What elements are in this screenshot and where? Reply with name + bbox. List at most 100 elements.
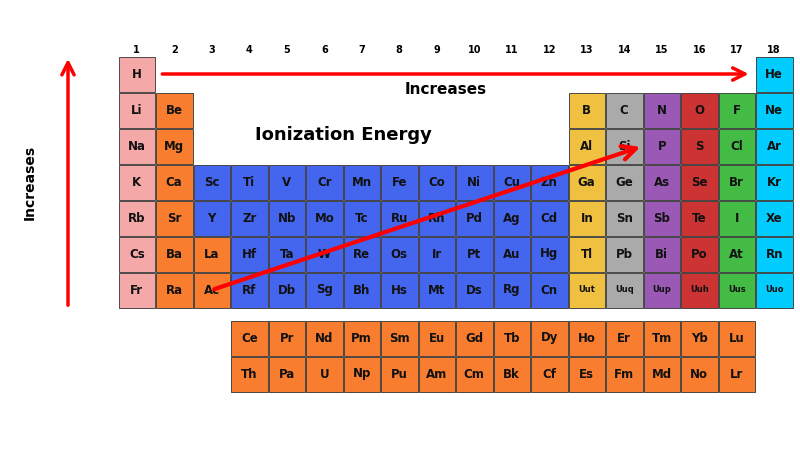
Text: In: In (580, 212, 593, 225)
Text: Pr: Pr (279, 331, 294, 344)
Bar (606, 92, 642, 128)
Bar (718, 321, 755, 356)
Bar (718, 356, 755, 391)
Bar (643, 92, 680, 128)
Text: K: K (132, 176, 142, 189)
Text: Uuh: Uuh (690, 286, 709, 295)
Bar (381, 273, 418, 308)
Text: Si: Si (618, 139, 630, 152)
Bar (756, 164, 793, 199)
Bar (118, 129, 155, 164)
Text: Uut: Uut (578, 286, 595, 295)
Text: Bi: Bi (655, 247, 668, 260)
Text: Cn: Cn (541, 283, 558, 296)
Text: Np: Np (353, 368, 371, 381)
Text: Zn: Zn (541, 176, 558, 189)
Bar (156, 237, 193, 272)
Text: La: La (204, 247, 219, 260)
Bar (494, 321, 530, 356)
Bar (643, 321, 680, 356)
Bar (494, 356, 530, 391)
Text: Be: Be (166, 103, 182, 116)
Bar (381, 237, 418, 272)
Text: B: B (582, 103, 591, 116)
Text: 7: 7 (358, 45, 365, 55)
Bar (606, 237, 642, 272)
Bar (381, 164, 418, 199)
Bar (231, 356, 267, 391)
Bar (418, 237, 455, 272)
Bar (269, 200, 305, 235)
Bar (718, 164, 755, 199)
Text: Md: Md (652, 368, 672, 381)
Text: Rf: Rf (242, 283, 257, 296)
Bar (643, 273, 680, 308)
Text: Nb: Nb (278, 212, 296, 225)
Bar (456, 237, 493, 272)
Bar (718, 129, 755, 164)
Bar (681, 356, 718, 391)
Bar (569, 237, 605, 272)
Bar (418, 356, 455, 391)
Text: Ce: Ce (241, 331, 258, 344)
Text: Bh: Bh (353, 283, 370, 296)
Text: Cr: Cr (317, 176, 331, 189)
Bar (306, 237, 342, 272)
Text: 2: 2 (171, 45, 178, 55)
Text: Ti: Ti (243, 176, 255, 189)
Bar (269, 273, 305, 308)
Bar (194, 237, 230, 272)
Bar (306, 356, 342, 391)
Text: Ag: Ag (503, 212, 521, 225)
Bar (156, 129, 193, 164)
Text: 8: 8 (396, 45, 402, 55)
Text: Ba: Ba (166, 247, 182, 260)
Bar (531, 321, 567, 356)
Text: Y: Y (207, 212, 216, 225)
Text: 9: 9 (434, 45, 440, 55)
Bar (756, 92, 793, 128)
Bar (343, 321, 380, 356)
Bar (456, 200, 493, 235)
Text: Sb: Sb (654, 212, 670, 225)
Bar (569, 92, 605, 128)
Text: Eu: Eu (429, 331, 445, 344)
Text: 18: 18 (767, 45, 781, 55)
Text: Bk: Bk (503, 368, 520, 381)
Text: Mo: Mo (314, 212, 334, 225)
Text: Ionization Energy: Ionization Energy (254, 126, 431, 144)
Text: 14: 14 (618, 45, 631, 55)
Bar (194, 273, 230, 308)
Bar (343, 273, 380, 308)
Text: V: V (282, 176, 291, 189)
Bar (118, 200, 155, 235)
Bar (194, 164, 230, 199)
Bar (643, 164, 680, 199)
Bar (718, 273, 755, 308)
Text: Ne: Ne (766, 103, 783, 116)
Bar (418, 164, 455, 199)
Text: Ca: Ca (166, 176, 182, 189)
Bar (494, 237, 530, 272)
Text: W: W (318, 247, 330, 260)
Text: Os: Os (390, 247, 408, 260)
Bar (343, 164, 380, 199)
Text: Cu: Cu (503, 176, 520, 189)
Text: 4: 4 (246, 45, 253, 55)
Text: 15: 15 (655, 45, 669, 55)
Text: Yb: Yb (691, 331, 708, 344)
Text: Pt: Pt (467, 247, 482, 260)
Bar (569, 164, 605, 199)
Bar (118, 273, 155, 308)
Text: Xe: Xe (766, 212, 782, 225)
Text: Mg: Mg (164, 139, 184, 152)
Text: Te: Te (692, 212, 706, 225)
Bar (681, 129, 718, 164)
Text: Kr: Kr (766, 176, 782, 189)
Text: 1: 1 (134, 45, 140, 55)
Text: Li: Li (131, 103, 142, 116)
Bar (156, 200, 193, 235)
Text: C: C (620, 103, 629, 116)
Text: 6: 6 (321, 45, 328, 55)
Text: 3: 3 (208, 45, 215, 55)
